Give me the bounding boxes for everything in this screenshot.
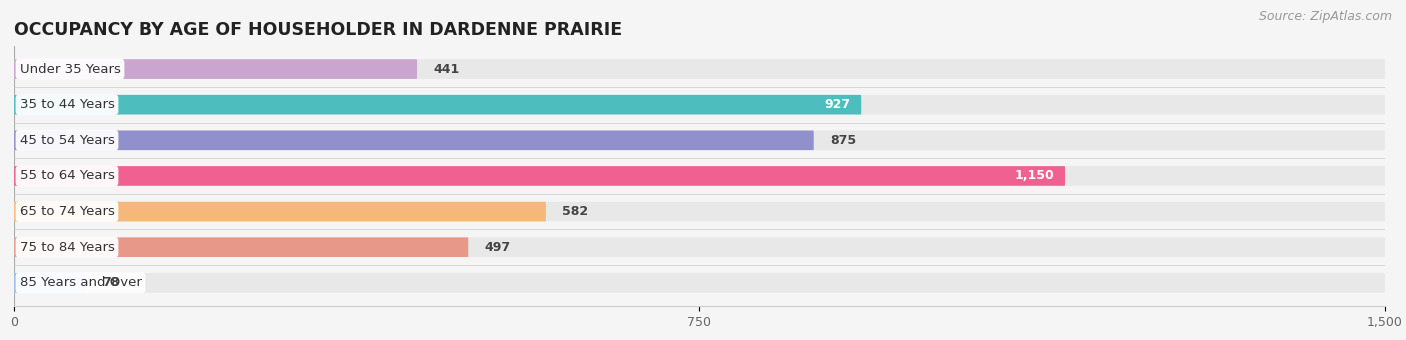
- Text: 55 to 64 Years: 55 to 64 Years: [20, 169, 114, 183]
- FancyBboxPatch shape: [14, 237, 468, 257]
- FancyBboxPatch shape: [14, 166, 1385, 186]
- FancyBboxPatch shape: [14, 273, 86, 293]
- FancyBboxPatch shape: [14, 59, 1385, 79]
- Text: 441: 441: [433, 63, 460, 75]
- FancyBboxPatch shape: [14, 166, 1066, 186]
- Text: Under 35 Years: Under 35 Years: [20, 63, 121, 75]
- Text: 78: 78: [101, 276, 120, 289]
- FancyBboxPatch shape: [14, 59, 418, 79]
- Text: 65 to 74 Years: 65 to 74 Years: [20, 205, 114, 218]
- FancyBboxPatch shape: [14, 273, 1385, 293]
- FancyBboxPatch shape: [14, 202, 1385, 221]
- Text: 85 Years and Over: 85 Years and Over: [20, 276, 142, 289]
- FancyBboxPatch shape: [14, 131, 814, 150]
- Text: 75 to 84 Years: 75 to 84 Years: [20, 241, 114, 254]
- FancyBboxPatch shape: [14, 237, 1385, 257]
- FancyBboxPatch shape: [14, 131, 1385, 150]
- Text: 875: 875: [830, 134, 856, 147]
- Text: 927: 927: [824, 98, 851, 111]
- FancyBboxPatch shape: [14, 95, 862, 115]
- Text: 582: 582: [562, 205, 589, 218]
- Text: 1,150: 1,150: [1014, 169, 1054, 183]
- FancyBboxPatch shape: [14, 202, 546, 221]
- Text: 497: 497: [485, 241, 510, 254]
- Text: Source: ZipAtlas.com: Source: ZipAtlas.com: [1258, 10, 1392, 23]
- FancyBboxPatch shape: [14, 95, 1385, 115]
- Text: OCCUPANCY BY AGE OF HOUSEHOLDER IN DARDENNE PRAIRIE: OCCUPANCY BY AGE OF HOUSEHOLDER IN DARDE…: [14, 21, 623, 39]
- Text: 35 to 44 Years: 35 to 44 Years: [20, 98, 114, 111]
- Text: 45 to 54 Years: 45 to 54 Years: [20, 134, 114, 147]
